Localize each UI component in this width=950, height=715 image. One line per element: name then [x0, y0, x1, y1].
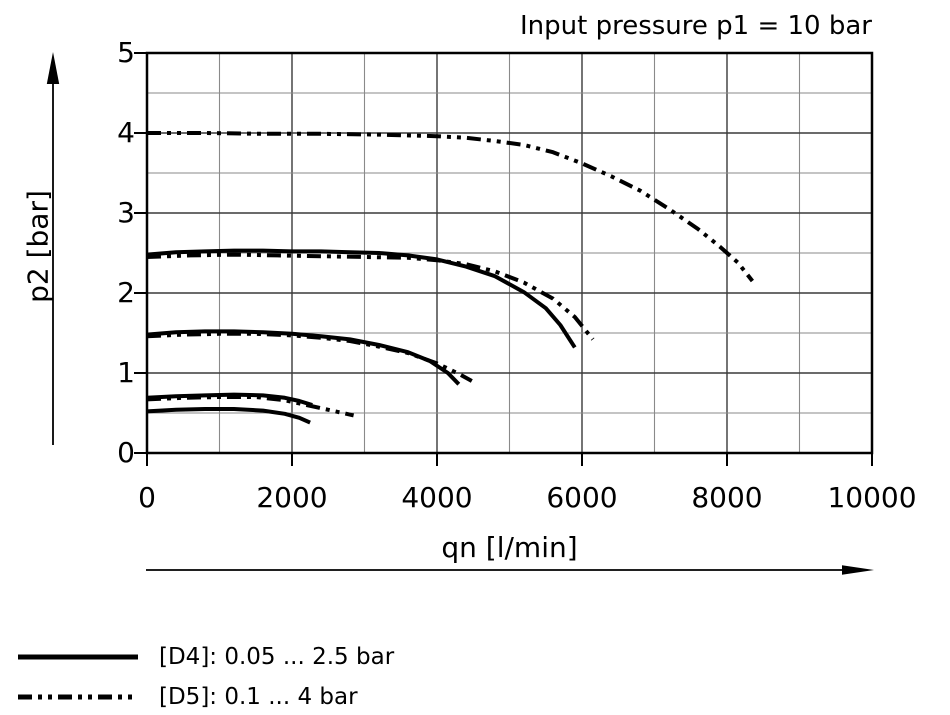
curve-d4-setpoint-0_5bar: [146, 407, 311, 425]
legend-item-1: [D5]: 0.1 ... 4 bar: [17, 677, 394, 715]
x-tick-label: 10000: [827, 481, 917, 514]
y-tick-label: 0: [117, 435, 135, 469]
curve-d5-setpoint-4bar: [147, 131, 754, 283]
y-axis-arrow-icon: [46, 52, 60, 84]
x-axis-arrow-icon: [842, 565, 874, 575]
y-tick-label: 4: [117, 115, 135, 149]
y-axis-label: p2 [bar]: [21, 190, 55, 303]
y-tick-label: 5: [117, 35, 135, 69]
chart-title: Input pressure p1 = 10 bar: [520, 11, 872, 41]
x-axis-label: qn [l/min]: [441, 531, 578, 564]
x-tick-label: 6000: [546, 481, 618, 514]
curve-d5-setpoint-0_7bar: [146, 395, 355, 418]
y-tick-label: 3: [117, 195, 135, 229]
x-tick-label: 2000: [256, 481, 328, 514]
legend-label: [D4]: 0.05 ... 2.5 bar: [159, 644, 395, 670]
legend-swatch-dash-dot-dot-icon: [18, 694, 138, 700]
x-tick-label: 0: [138, 481, 156, 514]
curve-d4-setpoint-1_5bar: [146, 329, 461, 386]
y-tick-label: 1: [117, 355, 135, 389]
curve-d5-setpoint-2_5bar: [146, 252, 595, 341]
legend: [D4]: 0.05 ... 2.5 bar [D5]: 0.1 ... 4 ba…: [17, 637, 394, 715]
x-tick-label: 4000: [401, 481, 473, 514]
x-tick-label: 8000: [691, 481, 763, 514]
legend-label: [D5]: 0.1 ... 4 bar: [159, 684, 358, 710]
legend-swatch-solid-icon: [18, 654, 138, 660]
legend-item-0: [D4]: 0.05 ... 2.5 bar: [17, 637, 394, 677]
curve-d4-setpoint-2_5bar: [146, 248, 577, 349]
y-tick-label: 2: [117, 275, 135, 309]
